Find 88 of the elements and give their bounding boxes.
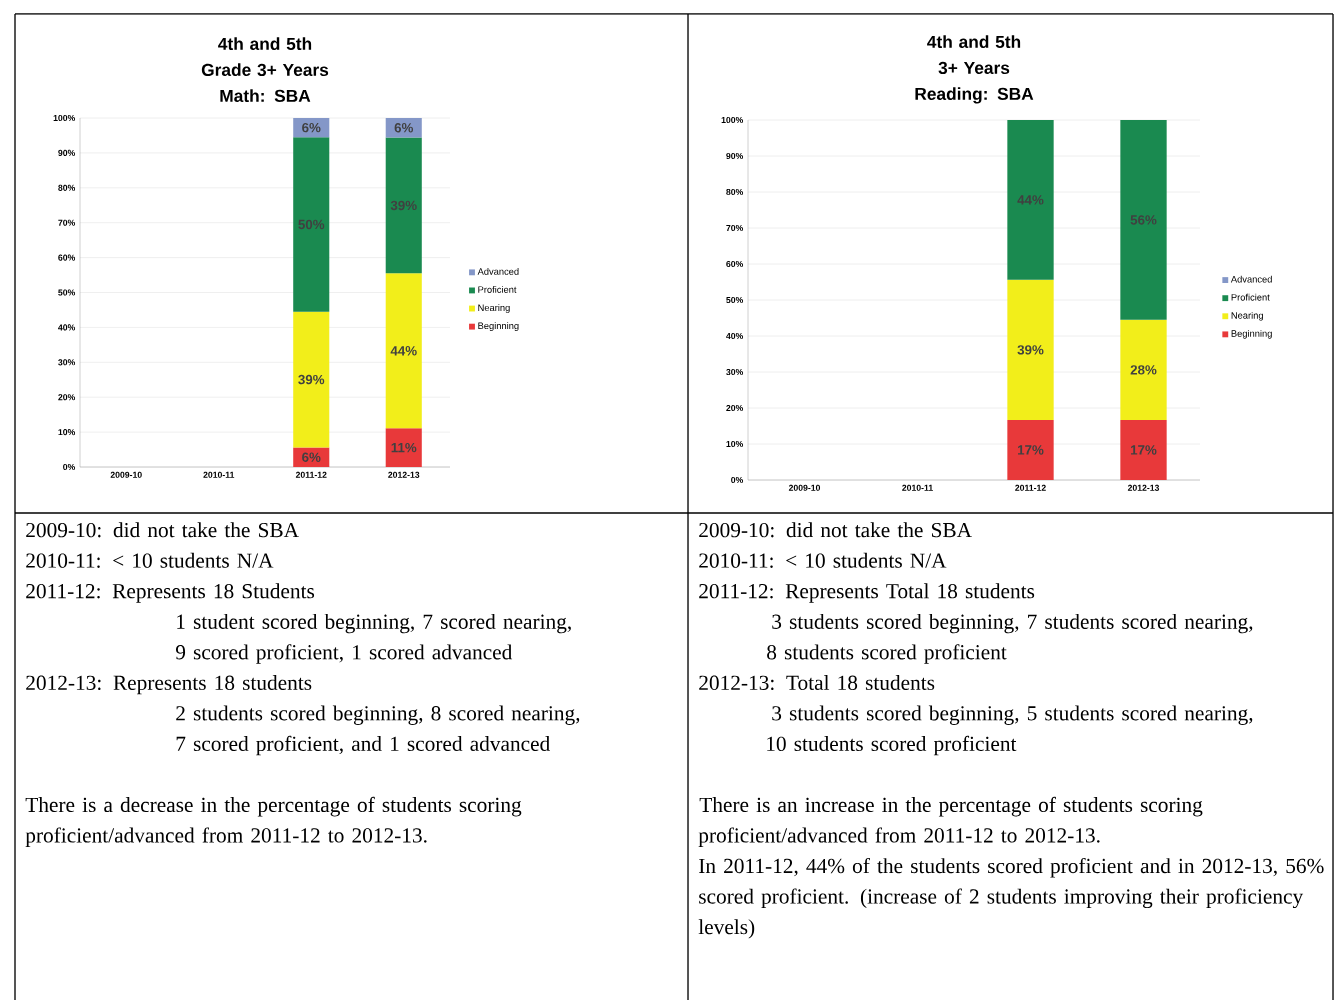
text: 3 students scored beginning, 5 students scored nearing, xyxy=(772,705,1253,725)
x-tick-label: 2012-13 xyxy=(388,471,420,478)
data-label: 28% xyxy=(1130,365,1157,375)
text: 2011-12: Represents 18 Students xyxy=(26,583,315,603)
text: 2009-10: did not take the SBA xyxy=(26,522,299,538)
text: 2010-11: < 10 students N/A xyxy=(699,552,947,568)
y-tick-label: 60% xyxy=(58,254,76,261)
x-tick-label: 2011-12 xyxy=(295,471,327,478)
x-tick-label: 2012-13 xyxy=(1127,484,1160,491)
x-tick-label: 2010-11 xyxy=(203,471,235,478)
x-tick-label: 2009-10 xyxy=(788,484,821,491)
chart-subtitle: Math: SBA xyxy=(220,89,311,103)
text: 7 scored proficient, and 1 scored advanced xyxy=(176,735,550,756)
y-tick-label: 100% xyxy=(721,116,744,124)
data-label: 6% xyxy=(302,452,321,462)
bar xyxy=(385,273,422,429)
x-tick-label: 2010-11 xyxy=(902,484,933,491)
y-tick-label: 20% xyxy=(726,404,744,412)
y-tick-label: 30% xyxy=(726,368,744,376)
y-tick-label: 0% xyxy=(731,476,744,484)
data-label: 6% xyxy=(394,123,414,133)
text: 2009-10: did not take the SBA xyxy=(699,522,972,538)
data-label: 39% xyxy=(1017,345,1044,355)
legend-label: Proficient xyxy=(478,286,517,293)
bar xyxy=(293,311,330,448)
text: 2012-13: Total 18 students xyxy=(699,674,935,691)
data-label: 44% xyxy=(1017,195,1044,205)
bar xyxy=(385,428,422,468)
legend-label: Advanced xyxy=(1230,275,1272,283)
text: There is a decrease in the percentage of students scoring proficient/advanced from 2011-12 to 2012-13. xyxy=(25,796,522,847)
text: 10 students scored proficient xyxy=(767,735,1017,756)
y-tick-label: 50% xyxy=(726,296,744,304)
legend-label: Beginning xyxy=(1231,329,1272,339)
chart-title: 4th and 5th Grade 3+ Years xyxy=(201,37,329,77)
y-tick-label: 100% xyxy=(53,114,76,122)
data-label: 11% xyxy=(391,442,417,453)
text: In 2011-12, 44% of the students scored proficient and in 2012-13, 56% scored proficient. (increase of 2 students improving their proficiency levels) xyxy=(698,857,1324,939)
data-label: 50% xyxy=(298,219,325,230)
y-tick-label: 40% xyxy=(726,332,744,340)
bar xyxy=(1120,120,1167,320)
x-tick-label: 2011-12 xyxy=(1015,484,1046,491)
bar xyxy=(385,118,422,138)
data-label: 39% xyxy=(298,374,325,385)
chart-title: 4th and 5th 3+ Years xyxy=(927,35,1021,75)
bar xyxy=(385,137,422,274)
bar xyxy=(293,137,330,312)
bar xyxy=(1120,419,1167,481)
y-tick-label: 90% xyxy=(58,149,76,156)
legend-label: Advanced xyxy=(477,267,519,275)
y-tick-label: 90% xyxy=(726,152,744,160)
bar xyxy=(1120,319,1167,420)
legend-label: Beginning xyxy=(478,322,519,331)
bar xyxy=(1007,120,1054,280)
data-label: 56% xyxy=(1130,215,1157,225)
text: 3 students scored beginning, 7 students scored nearing, xyxy=(772,613,1253,634)
legend-label: Nearing xyxy=(478,304,510,313)
y-tick-label: 0% xyxy=(63,463,76,471)
text: 2 students scored beginning, 8 scored nearing, xyxy=(176,705,580,725)
y-tick-label: 40% xyxy=(58,324,76,331)
text: 2011-12: Represents Total 18 students xyxy=(699,583,1035,603)
y-tick-label: 80% xyxy=(726,188,744,196)
data-label: 17% xyxy=(1018,445,1044,455)
y-tick-label: 60% xyxy=(726,260,744,268)
text: 2010-11: < 10 students N/A xyxy=(26,552,274,568)
chart-subtitle: Reading: SBA xyxy=(915,87,1034,104)
y-tick-label: 70% xyxy=(726,224,744,232)
data-label: 44% xyxy=(390,346,417,356)
text: There is an increase in the percentage of students scoring proficient/advanced from 2011-12 to 2012-13. xyxy=(698,796,1203,847)
x-tick-label: 2009-10 xyxy=(110,471,142,478)
y-tick-label: 50% xyxy=(58,289,76,296)
text: 2012-13: Represents 18 students xyxy=(26,674,312,695)
y-tick-label: 10% xyxy=(726,440,744,448)
text: 1 student scored beginning, 7 scored nearing, xyxy=(177,613,571,634)
bar xyxy=(1007,419,1054,481)
bar xyxy=(1007,279,1054,420)
y-tick-label: 80% xyxy=(58,184,76,191)
text: 9 scored proficient, 1 scored advanced xyxy=(175,644,513,664)
y-tick-label: 30% xyxy=(58,359,76,366)
data-label: 6% xyxy=(302,122,321,133)
data-label: 17% xyxy=(1131,445,1157,455)
text: 8 students scored proficient xyxy=(767,644,1007,664)
legend-label: Nearing xyxy=(1231,311,1263,321)
bar xyxy=(293,447,330,468)
y-tick-label: 70% xyxy=(58,219,76,226)
legend-label: Proficient xyxy=(1231,293,1270,301)
y-tick-label: 10% xyxy=(58,429,76,436)
data-label: 39% xyxy=(390,200,417,211)
y-tick-label: 20% xyxy=(58,394,76,401)
